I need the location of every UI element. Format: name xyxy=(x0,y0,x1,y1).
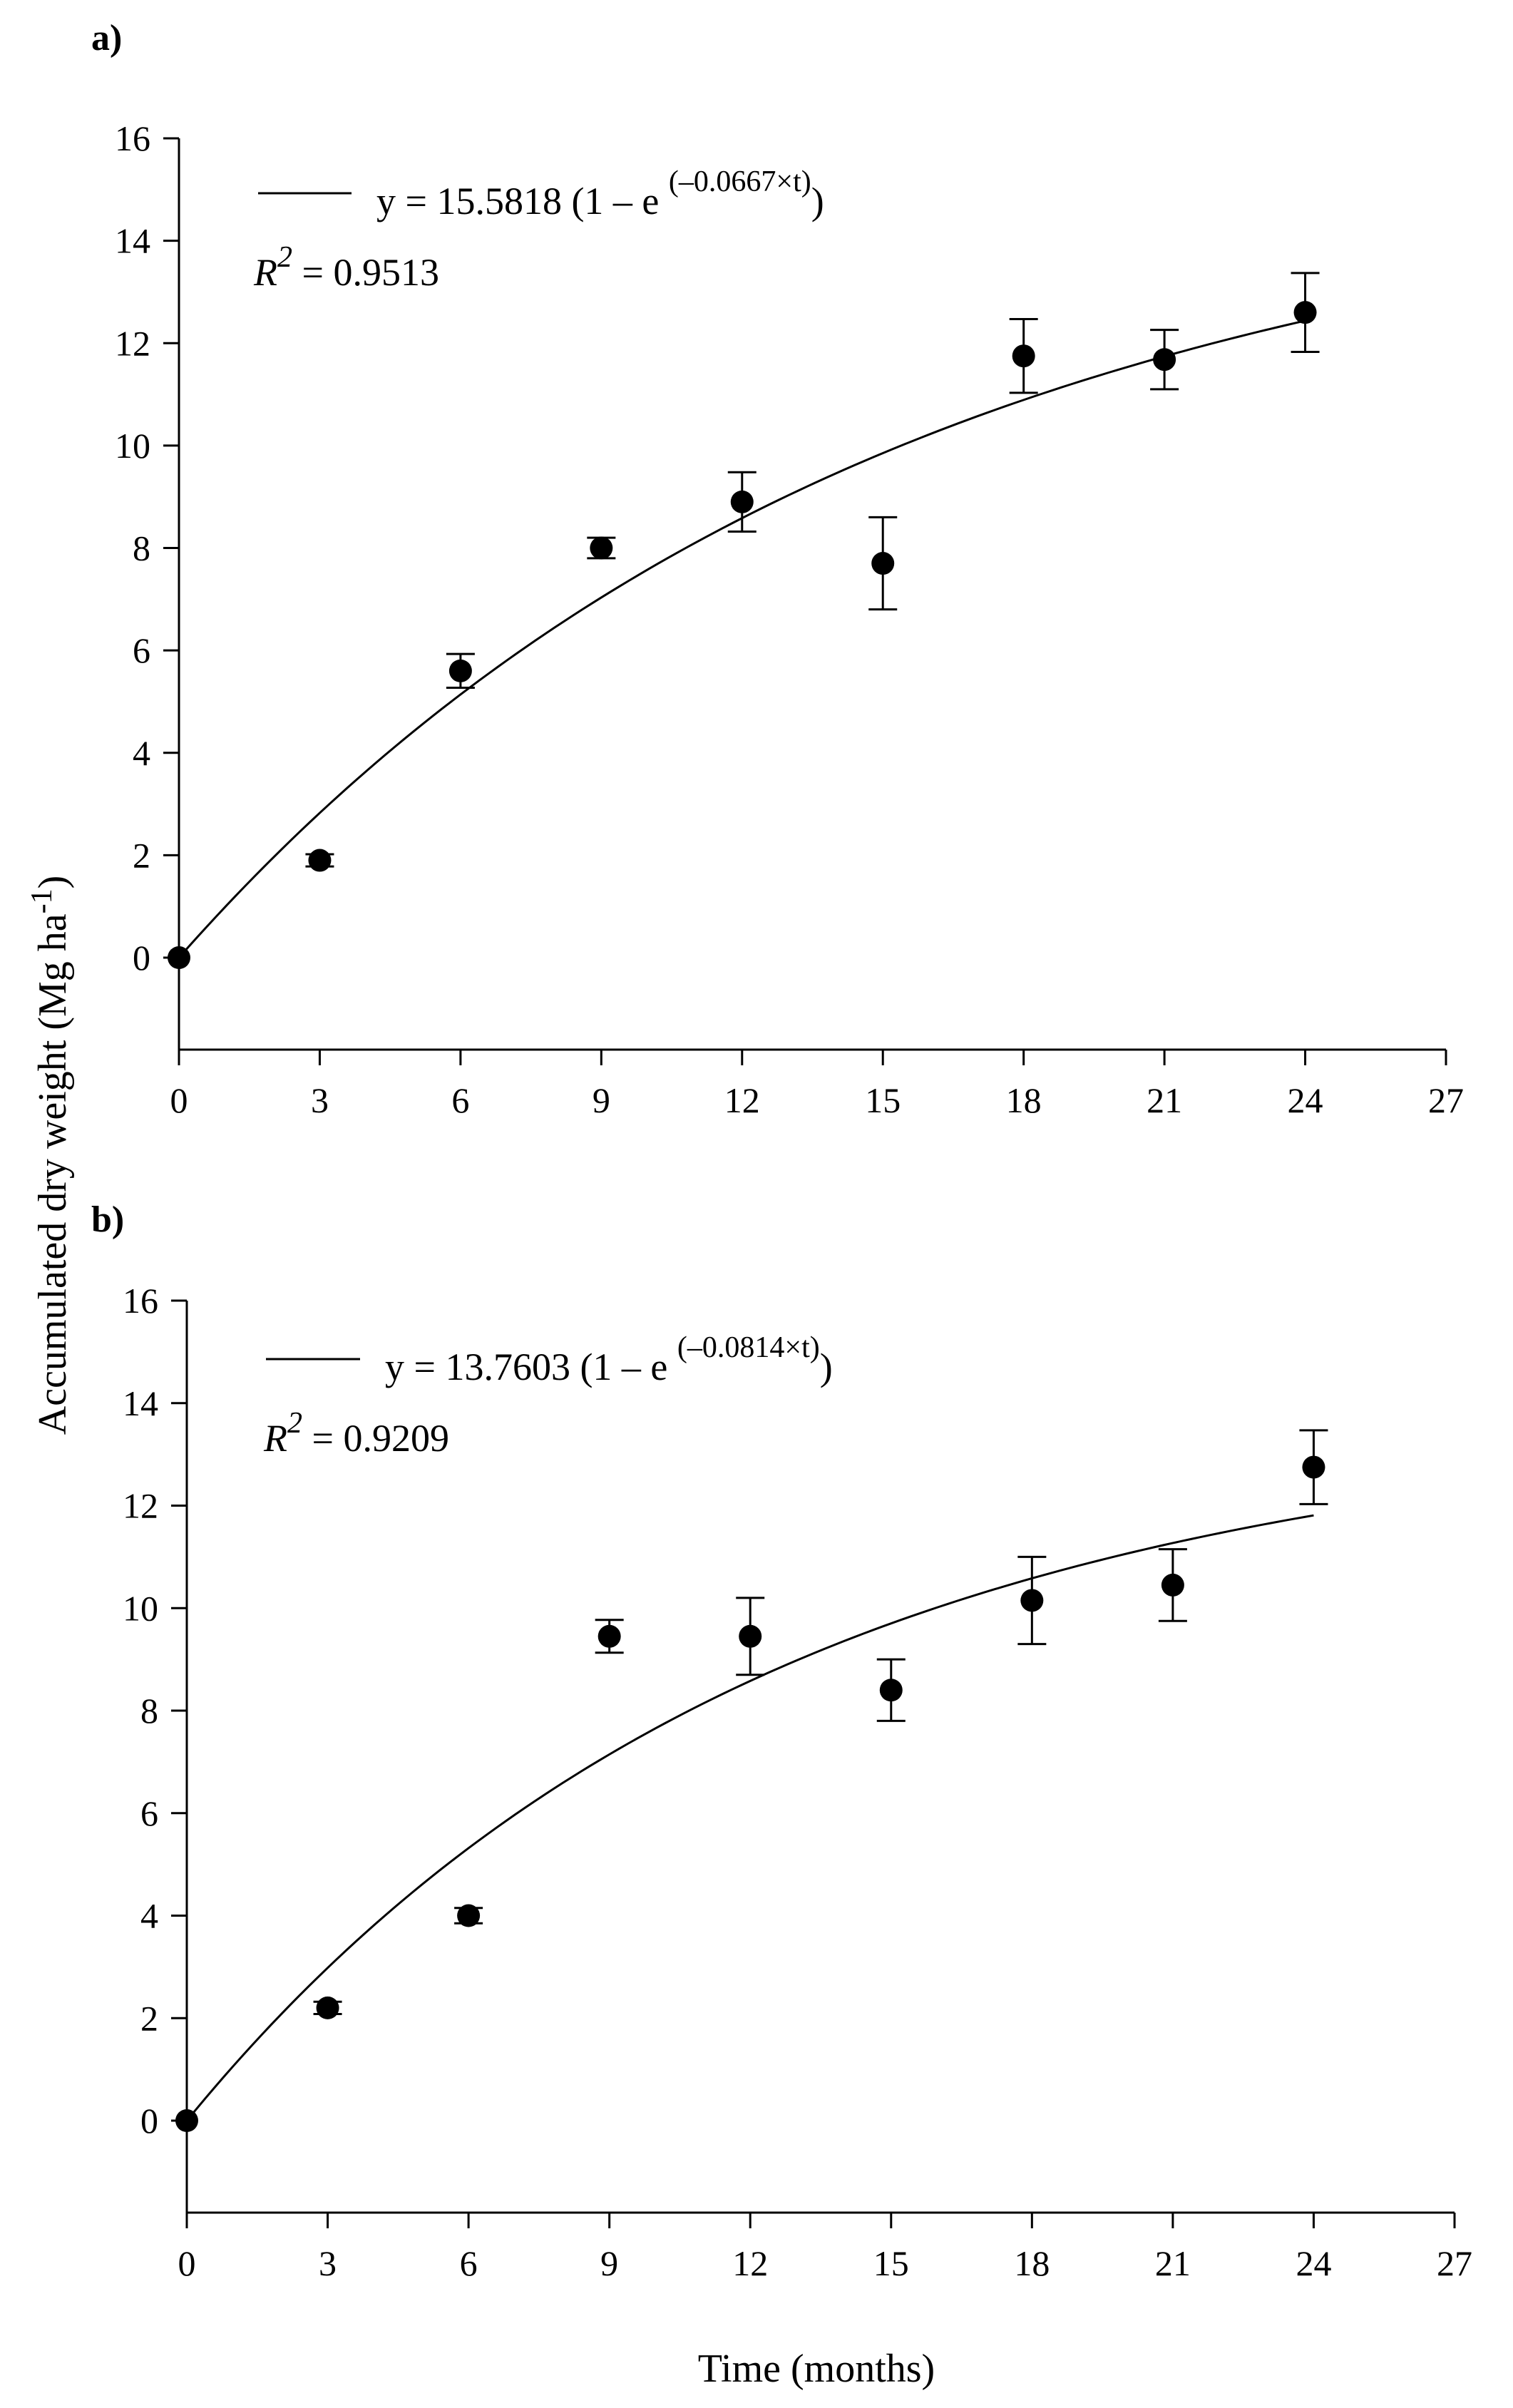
y-tick-label-a-2: 2 xyxy=(133,835,150,875)
x-tick-label-b-18: 18 xyxy=(1014,2243,1050,2283)
r2-sup-b: 2 xyxy=(287,1407,302,1440)
y-tick-label-a-4: 4 xyxy=(133,733,150,773)
y-tick-label-b-8: 8 xyxy=(140,1691,158,1731)
equation-a-suffix: ) xyxy=(811,180,824,222)
panel-a-points-layer xyxy=(168,272,1320,969)
x-tick-label-b-27: 27 xyxy=(1437,2243,1472,2283)
equation-b-suffix: ) xyxy=(820,1346,833,1388)
y-tick-label-b-4: 4 xyxy=(140,1896,158,1936)
y-tick-label-a-0: 0 xyxy=(133,938,150,978)
x-tick-label-b-0: 0 xyxy=(178,2243,196,2283)
x-tick-label-a-6: 6 xyxy=(451,1080,469,1120)
data-point-a-18 xyxy=(1012,344,1035,368)
y-axis-title-main: Accumulated dry weight (Mg ha xyxy=(31,913,75,1435)
fit-curve-b xyxy=(185,1514,1314,2121)
data-point-a-12 xyxy=(730,490,754,513)
x-tick-label-a-24: 24 xyxy=(1288,1080,1323,1120)
r-squared-b: R2 = 0.9209 xyxy=(263,1407,449,1460)
panel-b-legend: y = 13.7603 (1 – e (–0.0814×t)) R2 = 0.9… xyxy=(263,1331,833,1460)
x-tick-label-b-12: 12 xyxy=(732,2243,768,2283)
data-point-b-18 xyxy=(1020,1589,1044,1612)
data-point-b-24 xyxy=(1302,1455,1325,1479)
data-point-b-15 xyxy=(879,1679,903,1702)
x-axis-title: Time (months) xyxy=(698,2347,935,2391)
equation-b: y = 13.7603 (1 – e (–0.0814×t)) xyxy=(385,1331,833,1388)
y-axis-title-exponent: -1 xyxy=(26,888,58,913)
x-tick-label-a-15: 15 xyxy=(865,1080,901,1120)
r2-value-a: = 0.9513 xyxy=(292,251,439,294)
data-point-a-6 xyxy=(448,659,472,682)
x-tick-label-b-21: 21 xyxy=(1155,2243,1191,2283)
equation-a-prefix: y = 15.5818 (1 – e xyxy=(376,180,669,222)
y-tick-label-b-16: 16 xyxy=(123,1281,158,1321)
data-point-b-6 xyxy=(457,1904,481,1927)
data-point-a-9 xyxy=(590,536,613,560)
x-tick-label-a-9: 9 xyxy=(593,1080,610,1120)
y-tick-label-a-16: 16 xyxy=(115,118,150,158)
panel-a-legend: y = 15.5818 (1 – e (–0.0667×t)) R2 = 0.9… xyxy=(253,165,824,294)
y-axis-title: Accumulated dry weight (Mg ha-1) xyxy=(26,876,75,1435)
equation-a: y = 15.5818 (1 – e (–0.0667×t)) xyxy=(376,165,824,222)
x-tick-label-b-6: 6 xyxy=(460,2243,478,2283)
panel-b-points-layer xyxy=(175,1429,1328,2132)
r-squared-a: R2 = 0.9513 xyxy=(253,241,439,294)
panel-label-b: b) xyxy=(91,1199,124,1240)
r2-label-a: R xyxy=(253,251,277,294)
x-tick-label-a-18: 18 xyxy=(1006,1080,1042,1120)
r2-value-b: = 0.9209 xyxy=(302,1417,449,1460)
data-point-b-21 xyxy=(1161,1573,1184,1597)
data-point-b-9 xyxy=(597,1624,621,1648)
y-tick-label-a-14: 14 xyxy=(115,221,150,261)
y-tick-label-a-12: 12 xyxy=(115,323,150,363)
y-tick-label-a-6: 6 xyxy=(133,630,150,670)
r2-sup-a: 2 xyxy=(277,241,292,274)
y-tick-label-b-0: 0 xyxy=(140,2101,158,2141)
x-tick-label-b-15: 15 xyxy=(873,2243,909,2283)
equation-b-exponent: (–0.0814×t) xyxy=(677,1331,820,1364)
y-tick-label-b-2: 2 xyxy=(140,1998,158,2038)
x-tick-label-a-21: 21 xyxy=(1147,1080,1182,1120)
data-point-a-15 xyxy=(871,552,895,575)
data-point-a-3 xyxy=(308,849,332,872)
equation-a-exponent: (–0.0667×t) xyxy=(669,165,811,198)
y-tick-label-b-14: 14 xyxy=(123,1383,158,1423)
y-tick-label-b-12: 12 xyxy=(123,1486,158,1526)
data-point-a-24 xyxy=(1293,301,1317,324)
x-tick-label-b-9: 9 xyxy=(600,2243,618,2283)
x-tick-label-b-24: 24 xyxy=(1296,2243,1331,2283)
y-tick-label-b-6: 6 xyxy=(140,1793,158,1833)
y-axis-title-close: ) xyxy=(31,876,75,889)
x-tick-label-a-0: 0 xyxy=(170,1080,188,1120)
equation-b-prefix: y = 13.7603 (1 – e xyxy=(385,1346,677,1388)
x-tick-label-a-12: 12 xyxy=(724,1080,760,1120)
panel-b-fit-layer xyxy=(185,1514,1314,2121)
data-point-b-12 xyxy=(739,1624,762,1648)
r2-label-b: R xyxy=(263,1417,287,1460)
data-point-a-21 xyxy=(1153,348,1176,372)
y-tick-label-a-10: 10 xyxy=(115,426,150,466)
data-point-b-0 xyxy=(175,2109,198,2132)
data-point-b-3 xyxy=(316,1996,339,2019)
x-tick-label-b-3: 3 xyxy=(319,2243,337,2283)
panel-label-a: a) xyxy=(91,18,122,58)
y-tick-label-a-8: 8 xyxy=(133,528,150,568)
x-tick-label-a-3: 3 xyxy=(311,1080,329,1120)
x-tick-label-a-27: 27 xyxy=(1428,1080,1464,1120)
y-tick-label-b-10: 10 xyxy=(123,1588,158,1628)
data-point-a-0 xyxy=(168,946,190,969)
